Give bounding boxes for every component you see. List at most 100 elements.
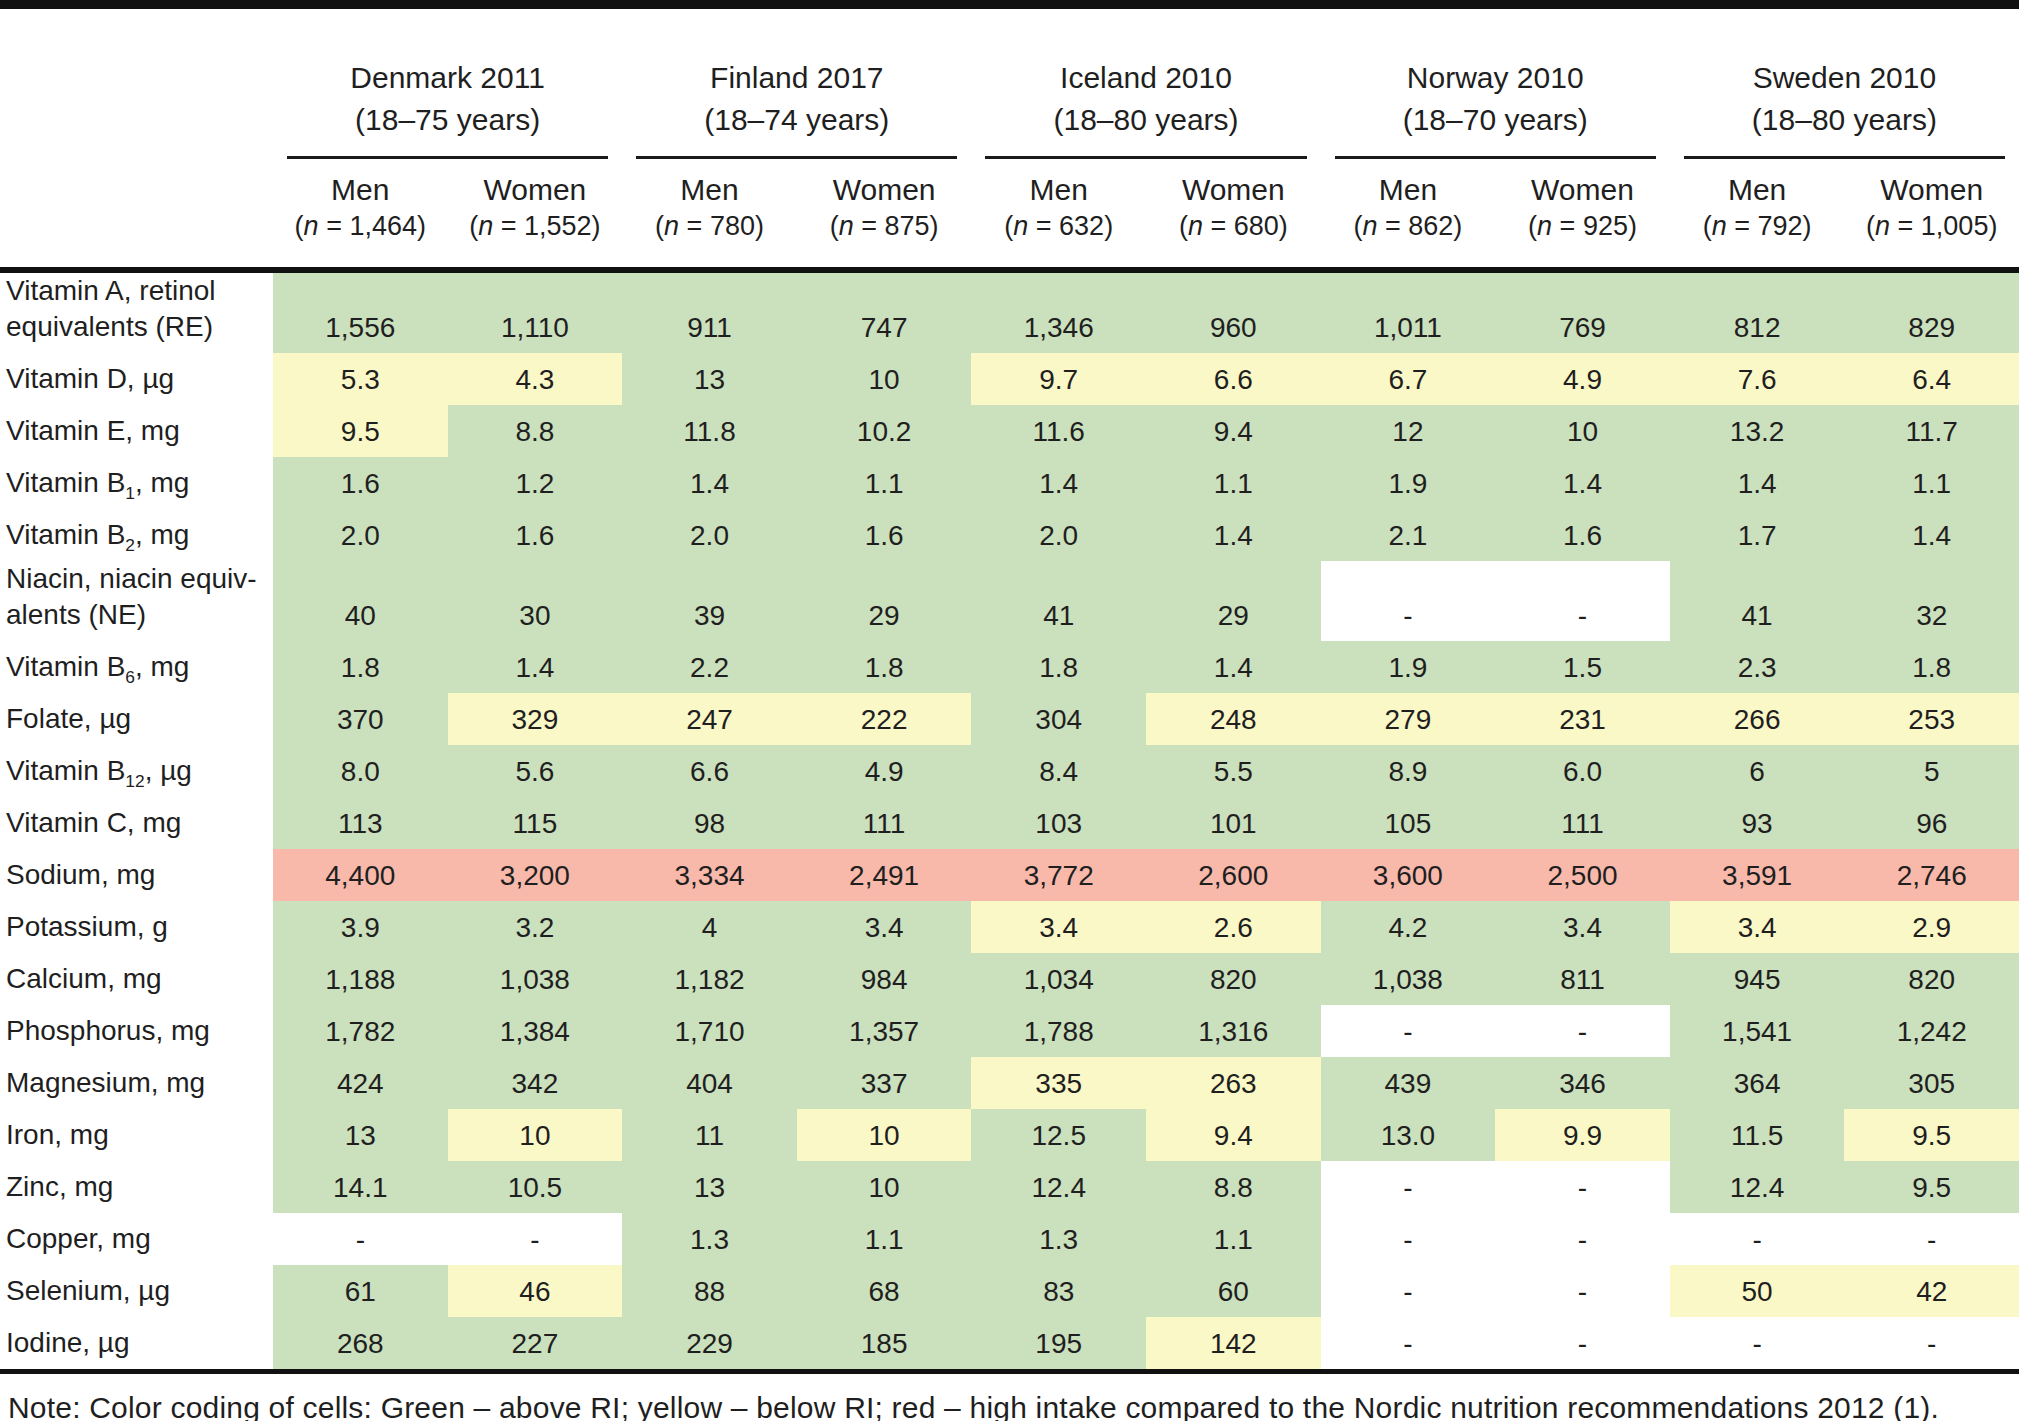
data-cell: 1.6 [797,509,972,561]
data-cell: 1,110 [448,270,623,353]
data-cell: 5.6 [448,745,623,797]
data-cell: 9.5 [273,405,448,457]
data-cell: 41 [1670,561,1845,641]
data-cell: 266 [1670,693,1845,745]
data-cell: 329 [448,693,623,745]
data-cell: 1,782 [273,1005,448,1057]
data-cell: 8.8 [1146,1161,1321,1213]
corner-cell [0,9,273,159]
data-cell: 39 [622,561,797,641]
data-cell: - [1495,1213,1670,1265]
data-cell: 364 [1670,1057,1845,1109]
sex-label: Women [1146,170,1321,210]
table-row: Vitamin B2, mg2.01.62.01.62.01.42.11.61.… [0,509,2019,561]
row-label: Sodium, mg [0,849,273,901]
data-cell: 10.2 [797,405,972,457]
column-header: Women(n = 1,552) [448,159,623,270]
country-name: Denmark 2011 [287,57,608,99]
data-cell: 1,011 [1321,270,1496,353]
data-cell: 4 [622,901,797,953]
data-cell: 1.1 [797,457,972,509]
data-cell: 3.4 [1495,901,1670,953]
table-row: Calcium, mg1,1881,0381,1829841,0348201,0… [0,953,2019,1005]
table-row: Magnesium, mg424342404337335263439346364… [0,1057,2019,1109]
data-cell: 439 [1321,1057,1496,1109]
data-cell: 1.8 [797,641,972,693]
table-row: Niacin, niacin equiv-alents (NE)40303929… [0,561,2019,641]
data-cell: 96 [1844,797,2019,849]
data-cell: - [1321,1317,1496,1369]
row-label: Vitamin B6, mg [0,641,273,693]
column-header: Women(n = 1,005) [1844,159,2019,270]
data-cell: 10.5 [448,1161,623,1213]
data-cell: 1,034 [971,953,1146,1005]
data-cell: 9.5 [1844,1109,2019,1161]
data-cell: 305 [1844,1057,2019,1109]
data-cell: 1.3 [622,1213,797,1265]
data-cell: 1.1 [797,1213,972,1265]
data-cell: 769 [1495,270,1670,353]
row-label: Iron, mg [0,1109,273,1161]
data-cell: 103 [971,797,1146,849]
data-cell: 1.4 [971,457,1146,509]
data-cell: 3,200 [448,849,623,901]
data-cell: 6.6 [1146,353,1321,405]
data-cell: 6 [1670,745,1845,797]
data-cell: 4,400 [273,849,448,901]
country-header: Finland 2017(18–74 years) [622,9,971,159]
data-cell: 185 [797,1317,972,1369]
data-cell: 3.4 [971,901,1146,953]
sample-size-label: (n = 780) [622,210,797,243]
data-cell: 2.9 [1844,901,2019,953]
data-cell: - [1321,1005,1496,1057]
table-header: Denmark 2011(18–75 years)Finland 2017(18… [0,9,2019,270]
data-cell: 101 [1146,797,1321,849]
data-cell: - [1321,1161,1496,1213]
data-cell: 4.9 [797,745,972,797]
corner-cell [0,159,273,270]
data-cell: 820 [1146,953,1321,1005]
data-cell: 1.6 [448,509,623,561]
data-cell: 1.1 [1146,457,1321,509]
data-cell: 1.8 [971,641,1146,693]
data-cell: 60 [1146,1265,1321,1317]
data-cell: 2,746 [1844,849,2019,901]
sex-label: Men [273,170,448,210]
data-cell: 1.8 [1844,641,2019,693]
sample-size-label: (n = 1,552) [448,210,623,243]
row-label: Vitamin C, mg [0,797,273,849]
data-cell: - [1495,1005,1670,1057]
row-label: Copper, mg [0,1213,273,1265]
data-cell: 279 [1321,693,1496,745]
data-cell: - [1844,1213,2019,1265]
data-cell: 9.5 [1844,1161,2019,1213]
data-cell: 2.2 [622,641,797,693]
table-row: Iodine, µg268227229185195142---- [0,1317,2019,1369]
data-cell: 3.4 [797,901,972,953]
data-cell: 46 [448,1265,623,1317]
data-cell: 3.4 [1670,901,1845,953]
data-cell: - [1670,1213,1845,1265]
row-label: Niacin, niacin equiv-alents (NE) [0,561,273,641]
data-cell: 1.6 [273,457,448,509]
data-cell: 404 [622,1057,797,1109]
data-cell: 142 [1146,1317,1321,1369]
data-cell: 195 [971,1317,1146,1369]
data-cell: 10 [797,353,972,405]
data-cell: 1.4 [622,457,797,509]
data-cell: 3,772 [971,849,1146,901]
data-cell: 8.4 [971,745,1146,797]
row-label: Selenium, µg [0,1265,273,1317]
data-cell: 1.4 [1146,641,1321,693]
data-cell: 6.7 [1321,353,1496,405]
data-cell: 229 [622,1317,797,1369]
data-cell: - [1321,1265,1496,1317]
sample-size-label: (n = 680) [1146,210,1321,243]
data-cell: 111 [797,797,972,849]
sample-size-label: (n = 862) [1321,210,1496,243]
data-cell: 10 [797,1161,972,1213]
data-cell: 41 [971,561,1146,641]
data-cell: 2,600 [1146,849,1321,901]
data-cell: 1.4 [1670,457,1845,509]
data-cell: 812 [1670,270,1845,353]
